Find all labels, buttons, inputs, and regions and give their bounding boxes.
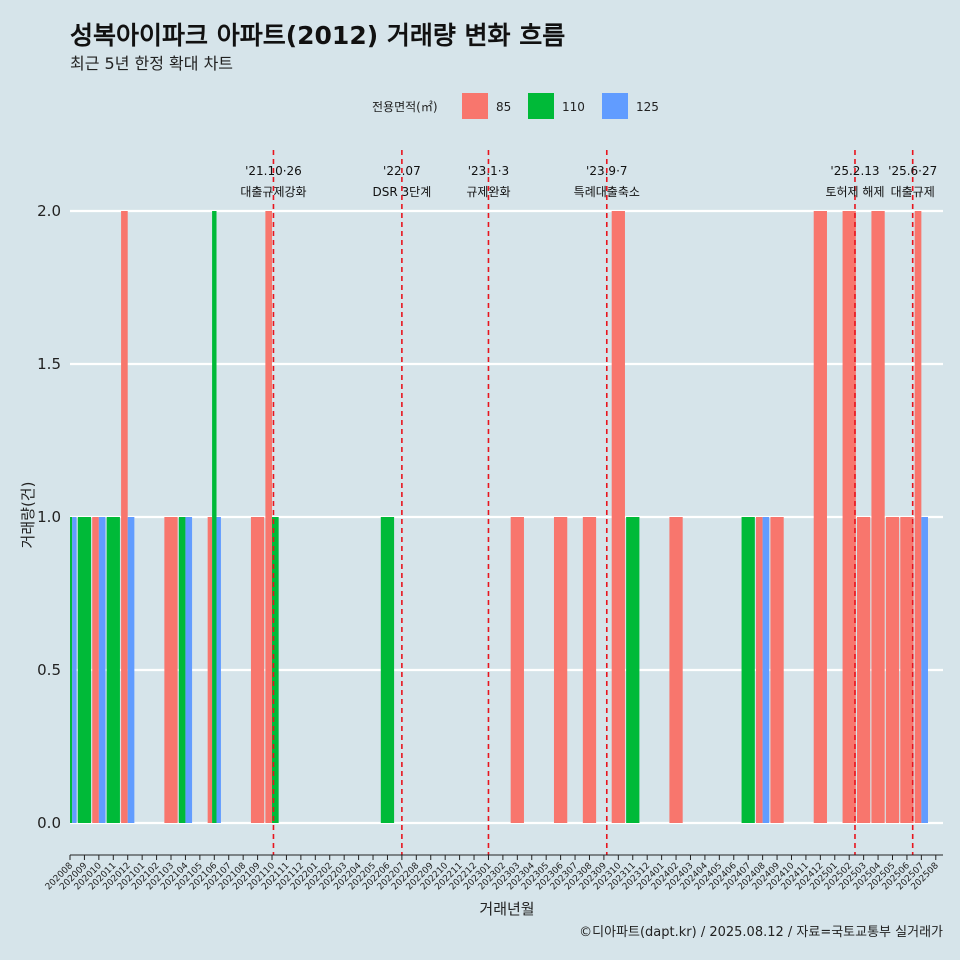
bar-202109-85 (250, 517, 265, 823)
bar-202503-85 (856, 517, 871, 823)
event-date-label: '21.10·26 (245, 164, 302, 178)
bar-202104-125 (185, 517, 193, 823)
bar-202507-125 (921, 517, 928, 823)
y-tick-label: 1.0 (37, 508, 61, 526)
bar-202110-85 (265, 211, 273, 823)
bar-202502-85 (842, 211, 856, 823)
bar-202008-110 (70, 517, 73, 823)
bar-202303-85 (510, 517, 524, 823)
bar-202012-85 (121, 211, 128, 823)
event-desc-label: DSR 3단계 (373, 185, 432, 199)
bar-202412-85 (813, 211, 827, 823)
event-desc-label: 규제완화 (466, 185, 510, 199)
legend: 전용면적(㎡) 85 110 125 (372, 93, 659, 119)
x-axis-label: 거래년월 (479, 900, 534, 918)
event-date-label: '23.9·7 (586, 164, 627, 178)
bar-202505-85 (885, 517, 900, 823)
bar-202106-85 (207, 517, 213, 823)
bar-202011-110 (106, 517, 120, 823)
y-tick-label: 0.5 (37, 661, 61, 679)
bar-202308-85 (582, 517, 597, 823)
bar-202206-110 (380, 517, 395, 823)
legend-title: 전용면적(㎡) (372, 100, 438, 114)
event-date-label: '25.6·27 (888, 164, 937, 178)
bar-202106-125 (216, 517, 221, 823)
bar-202408-125 (762, 517, 770, 823)
bar-202010-85 (92, 517, 99, 823)
bar-202506-85 (900, 517, 914, 823)
caption: ©디아파트(dapt.kr) / 2025.08.12 / 자료=국토교통부 실… (579, 925, 943, 940)
x-axis: 2020082020092020102020112020122021012021… (44, 854, 943, 892)
bar-202106-110 (212, 211, 217, 823)
bar-202104-110 (178, 517, 186, 823)
bar-202407-110 (741, 517, 755, 823)
event-markers: '21.10·26 대출규제강화 '22.07 DSR 3단계 '23.1·3 규제완화 '… (240, 150, 937, 855)
event-desc-label: 대출규제강화 (240, 185, 306, 199)
legend-swatch-110 (528, 93, 554, 119)
event-desc-label: 특례대출축소 (574, 185, 640, 199)
y-axis-label: 거래량(건) (19, 482, 37, 549)
bar-202504-85 (871, 211, 885, 823)
legend-swatch-85 (462, 93, 488, 119)
event-date-label: '23.1·3 (468, 164, 509, 178)
bar-202409-85 (770, 517, 784, 823)
y-tick-label: 2.0 (37, 202, 61, 220)
bar-202103-85 (164, 517, 178, 823)
y-tick-label: 1.5 (37, 355, 61, 373)
bar-202311-110 (626, 517, 640, 823)
event-desc-label: 대출규제 (891, 185, 935, 199)
legend-label-125: 125 (636, 100, 659, 114)
bar-202010-125 (98, 517, 106, 823)
bar-202012-125 (127, 517, 135, 823)
chart-title: 성복아이파크 아파트(2012) 거래량 변화 흐름 (70, 21, 565, 50)
bar-202008-125 (72, 517, 77, 823)
bars (70, 211, 928, 823)
event-date-label: '22.07 (383, 164, 421, 178)
bar-202310-85 (611, 211, 625, 823)
chart-subtitle: 최근 5년 한정 확대 차트 (70, 54, 233, 73)
y-axis: 0.0 0.5 1.0 1.5 2.0 (37, 202, 61, 832)
y-tick-label: 0.0 (37, 814, 61, 832)
bar-202408-85 (755, 517, 763, 823)
legend-label-85: 85 (496, 100, 511, 114)
event-date-label: '25.2.13 (830, 164, 879, 178)
bar-202306-85 (553, 517, 568, 823)
legend-label-110: 110 (562, 100, 585, 114)
bar-202110-110 (272, 517, 279, 823)
grid (70, 209, 943, 825)
event-desc-label: 토허제 해제 (825, 185, 884, 199)
bar-202402-85 (669, 517, 683, 823)
bar-202507-85 (914, 211, 922, 823)
bar-202009-110 (77, 517, 92, 823)
legend-swatch-125 (602, 93, 628, 119)
